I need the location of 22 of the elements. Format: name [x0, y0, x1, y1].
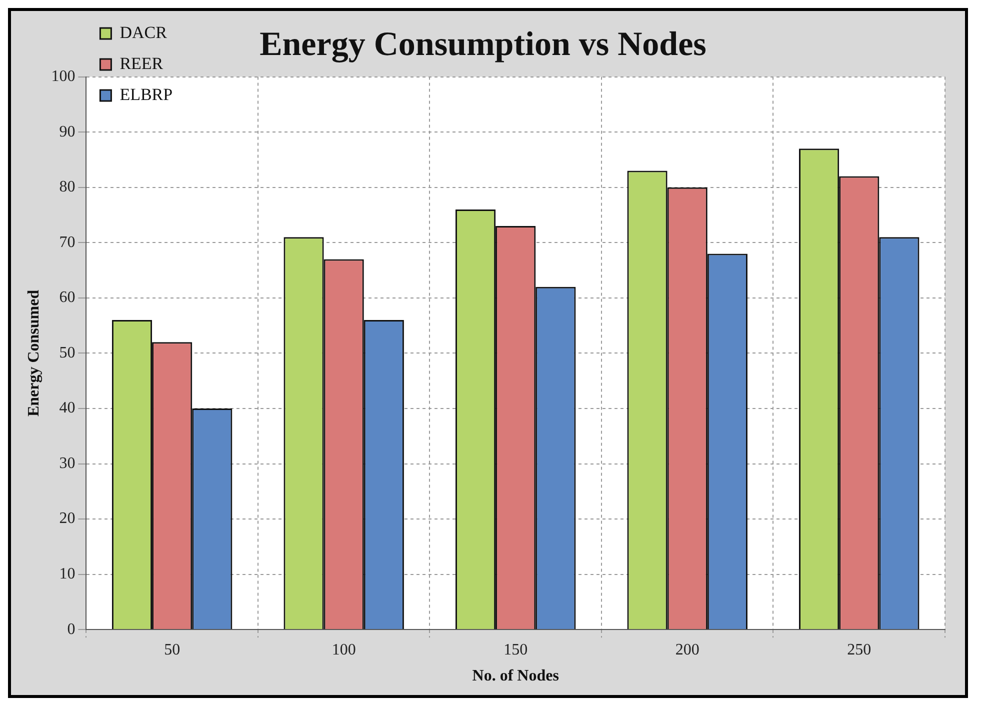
- chart-title: Energy Consumption vs Nodes: [260, 26, 706, 64]
- y-tick-label: 50: [59, 344, 76, 362]
- y-tick-label: 0: [67, 620, 76, 638]
- x-tick-label: 50: [164, 641, 180, 658]
- y-tick-label: 30: [59, 454, 76, 472]
- y-tick-label: 80: [59, 178, 76, 196]
- y-tick-label: 10: [59, 566, 76, 583]
- legend-label: DACR: [120, 22, 168, 42]
- y-axis-title: Energy Consumed: [26, 290, 43, 417]
- x-axis-title: No. of Nodes: [472, 668, 559, 685]
- legend-label: ELBRP: [120, 84, 173, 104]
- y-tick-label: 60: [59, 289, 76, 306]
- x-tick-label: 150: [504, 641, 528, 658]
- y-tick-label: 70: [59, 234, 76, 251]
- y-tick-label: 20: [59, 510, 76, 528]
- y-tick-label: 90: [59, 123, 76, 140]
- x-tick-label: 200: [675, 641, 700, 658]
- y-tick-label: 40: [59, 400, 76, 417]
- y-tick-label: 100: [51, 68, 76, 86]
- x-tick-label: 100: [332, 641, 356, 658]
- legend-label: REER: [120, 54, 164, 73]
- x-tick-label: 250: [847, 641, 872, 658]
